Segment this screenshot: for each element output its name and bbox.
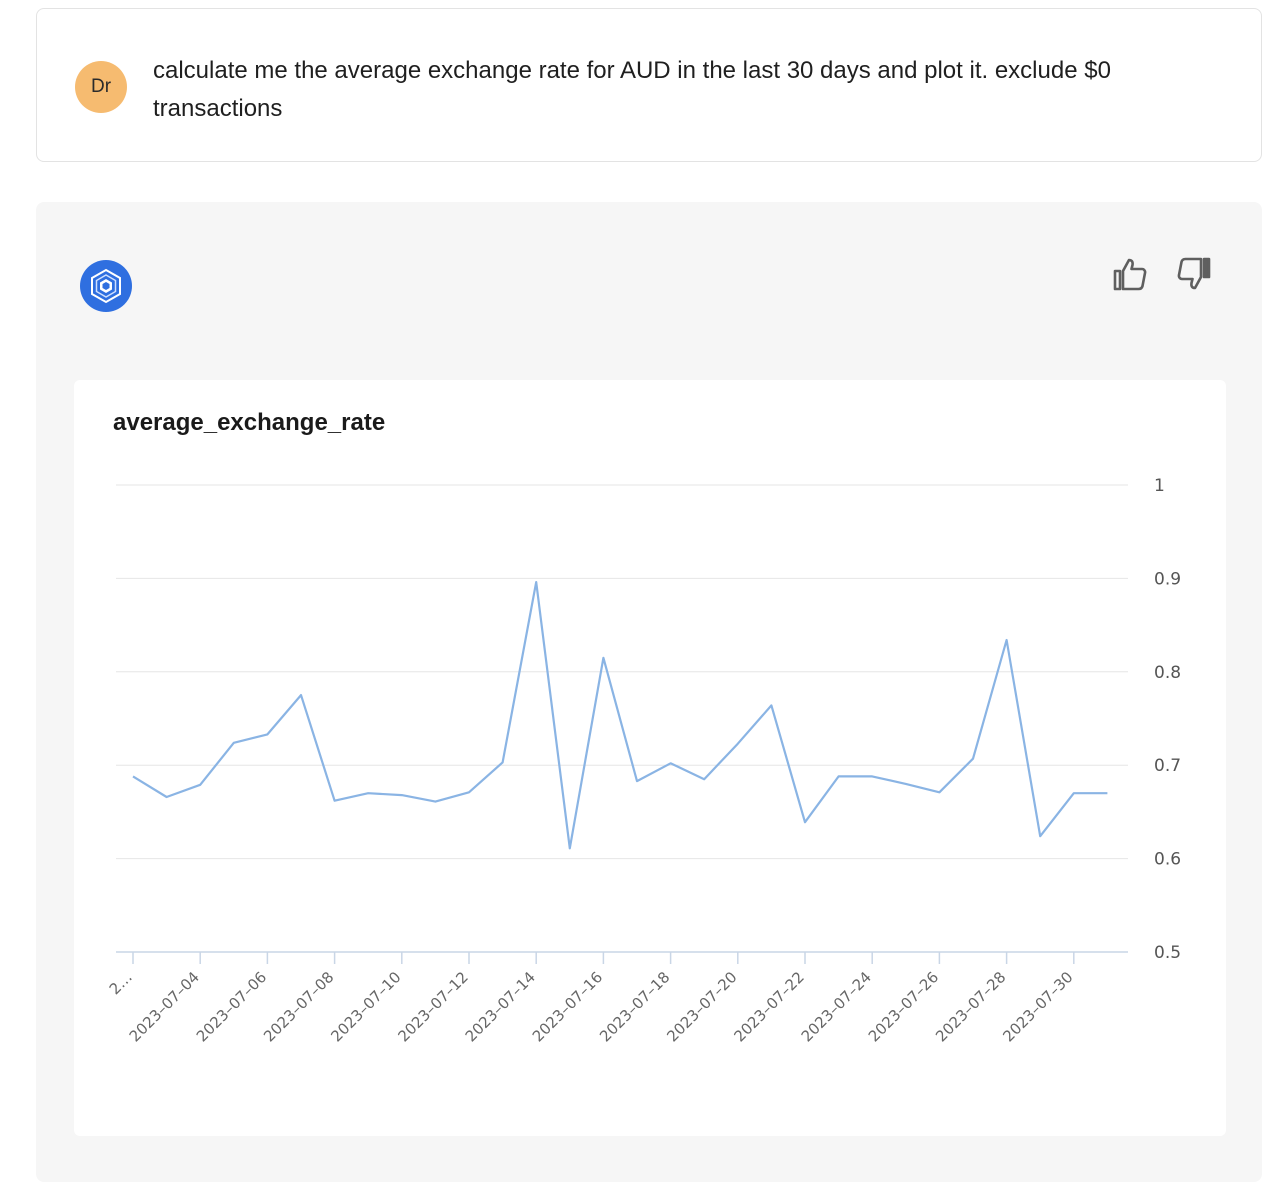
data-point: [669, 761, 673, 765]
x-tick-label: 2023–07–18: [596, 968, 673, 1045]
line-chart: 0.50.60.70.80.912…2023–07–042023–07–0620…: [106, 476, 1181, 1045]
data-point: [803, 820, 807, 824]
thumbs-up-icon[interactable]: [1110, 254, 1150, 294]
data-point: [870, 774, 874, 778]
data-point: [433, 800, 437, 804]
data-point: [568, 846, 572, 850]
user-message-text: calculate me the average exchange rate f…: [153, 57, 1111, 122]
data-point: [299, 693, 303, 697]
x-tick-label: 2023–07–08: [260, 968, 337, 1045]
x-tick-label: 2…: [106, 968, 136, 998]
data-point: [904, 782, 908, 786]
user-avatar: Dr: [75, 61, 127, 113]
x-tick-label: 2023–07–24: [798, 968, 875, 1045]
data-point: [601, 656, 605, 660]
data-point: [937, 790, 941, 794]
assistant-response-card: average_exchange_rate 0.5 0.6 0.7 0.8 0.9 1 2……: [36, 202, 1262, 1182]
y-tick-label: 0.8: [1154, 663, 1181, 683]
data-point: [635, 779, 639, 783]
x-tick-label: 2023–07–14: [462, 968, 539, 1045]
data-point: [400, 793, 404, 797]
data-point: [501, 760, 505, 764]
data-point: [702, 777, 706, 781]
data-point: [366, 791, 370, 795]
y-tick-label: 1: [1154, 476, 1165, 496]
thumbs-down-icon[interactable]: [1174, 254, 1214, 294]
data-point: [971, 757, 975, 761]
data-point: [165, 795, 169, 799]
series-line: [132, 581, 1108, 850]
data-point: [232, 741, 236, 745]
x-tick-label: 2023–07–16: [529, 968, 606, 1045]
data-point: [534, 580, 538, 584]
data-point: [467, 790, 471, 794]
data-point: [736, 742, 740, 746]
y-tick-label: 0.6: [1154, 850, 1181, 870]
y-tick-label: 0.5: [1154, 943, 1181, 963]
x-tick-label: 2023–07–12: [394, 968, 471, 1045]
x-tick-label: 2023–07–30: [999, 968, 1076, 1045]
x-tick-label: 2023–07–22: [730, 968, 807, 1045]
data-point: [1005, 638, 1009, 642]
x-tick-label: 2023–07–06: [193, 968, 270, 1045]
x-tick-label: 2023–07–26: [865, 968, 942, 1045]
x-tick-label: 2023–07–28: [932, 968, 1009, 1045]
data-point: [333, 799, 337, 803]
x-tick-label: 2023–07–10: [327, 968, 404, 1045]
hexagon-logo-icon: [80, 260, 132, 312]
data-point: [769, 703, 773, 707]
x-tick-label: 2023–07–04: [126, 968, 203, 1045]
y-tick-label: 0.7: [1154, 756, 1181, 776]
data-point: [198, 783, 202, 787]
data-point: [265, 732, 269, 736]
user-message-card: Dr calculate me the average exchange rat…: [36, 8, 1262, 162]
chart-card: average_exchange_rate 0.5 0.6 0.7 0.8 0.9 1 2……: [74, 380, 1226, 1136]
data-point: [1072, 791, 1076, 795]
data-point: [837, 774, 841, 778]
data-point: [1038, 834, 1042, 838]
chart-title: average_exchange_rate: [113, 409, 386, 436]
data-point: [1105, 791, 1109, 795]
y-tick-label: 0.9: [1154, 569, 1181, 589]
data-point: [131, 774, 135, 778]
x-tick-label: 2023–07–20: [663, 968, 740, 1045]
